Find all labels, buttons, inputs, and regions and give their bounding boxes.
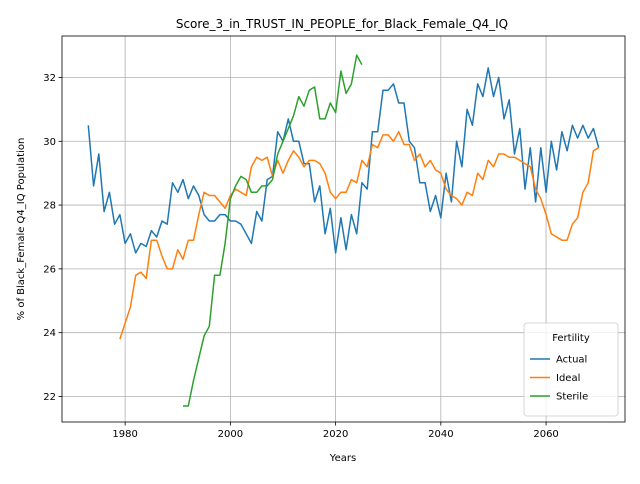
y-tick-label: 32 — [43, 73, 56, 84]
legend: Fertility Actual Ideal Sterile — [523, 322, 619, 417]
chart-title: Score_3_in_TRUST_IN_PEOPLE_for_Black_Fem… — [176, 17, 508, 31]
legend-title: Fertility — [552, 333, 590, 344]
x-tick-label: 2060 — [533, 429, 558, 440]
y-tick-label: 28 — [43, 201, 56, 212]
series-line-actual — [87, 67, 600, 254]
y-axis-label: % of Black_Female Q4_IQ Population — [16, 138, 27, 321]
x-tick-label: 2020 — [323, 429, 348, 440]
plot-frame — [61, 35, 626, 423]
y-tick-label: 26 — [43, 264, 56, 275]
series-line-sterile — [183, 54, 363, 407]
series-lines — [87, 54, 600, 407]
y-tick-label: 22 — [43, 392, 56, 403]
legend-label-actual: Actual — [556, 355, 587, 366]
grid-lines — [62, 36, 625, 422]
x-tick-label: 1980 — [112, 429, 137, 440]
legend-label-ideal: Ideal — [556, 373, 580, 384]
y-tick-label: 30 — [43, 137, 56, 148]
y-axis-ticks: 22 24 26 28 30 32 — [43, 73, 62, 403]
series-line-ideal — [119, 130, 600, 340]
legend-box — [523, 322, 619, 417]
y-tick-label: 24 — [43, 328, 56, 339]
x-tick-label: 2040 — [428, 429, 453, 440]
x-axis-label: Years — [329, 453, 356, 464]
legend-items: Actual Ideal Sterile — [530, 355, 588, 403]
x-axis-ticks: 1980 2000 2020 2040 2060 — [112, 422, 559, 440]
legend-label-sterile: Sterile — [556, 392, 588, 403]
x-tick-label: 2000 — [218, 429, 243, 440]
